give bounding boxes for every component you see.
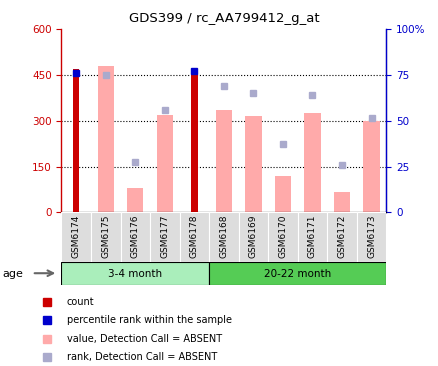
Bar (326, 212, 356, 262)
Bar (333, 193, 350, 212)
Bar (91, 212, 120, 262)
Bar (127, 188, 143, 212)
Text: GSM6171: GSM6171 (307, 215, 316, 258)
Text: count: count (67, 297, 94, 307)
Bar (208, 212, 238, 262)
Bar (304, 113, 320, 212)
Bar (208, 262, 385, 285)
Text: GSM6170: GSM6170 (278, 215, 287, 258)
Text: GSM6172: GSM6172 (337, 215, 346, 258)
Bar (274, 176, 290, 212)
Bar (179, 212, 208, 262)
Bar (215, 110, 232, 212)
Bar (245, 116, 261, 212)
Bar (156, 115, 173, 212)
Bar (297, 212, 326, 262)
Text: GSM6178: GSM6178 (189, 215, 198, 258)
Text: GSM6176: GSM6176 (131, 215, 139, 258)
Text: GSM6175: GSM6175 (101, 215, 110, 258)
Text: GSM6177: GSM6177 (160, 215, 169, 258)
Bar (97, 66, 113, 212)
Bar (238, 212, 268, 262)
Bar (356, 212, 385, 262)
Text: 3-4 month: 3-4 month (108, 269, 162, 279)
Text: GSM6169: GSM6169 (248, 215, 258, 258)
Text: 20-22 month: 20-22 month (264, 269, 331, 279)
Text: age: age (2, 269, 23, 279)
Bar (61, 262, 208, 285)
Text: GSM6174: GSM6174 (71, 215, 81, 258)
Title: GDS399 / rc_AA799412_g_at: GDS399 / rc_AA799412_g_at (128, 12, 318, 25)
Text: value, Detection Call = ABSENT: value, Detection Call = ABSENT (67, 333, 221, 344)
Bar (150, 212, 179, 262)
Bar (363, 121, 379, 212)
Text: rank, Detection Call = ABSENT: rank, Detection Call = ABSENT (67, 352, 216, 362)
Text: GSM6173: GSM6173 (366, 215, 375, 258)
Text: GSM6168: GSM6168 (219, 215, 228, 258)
Bar (268, 212, 297, 262)
Bar (73, 69, 79, 212)
Bar (120, 212, 150, 262)
Text: percentile rank within the sample: percentile rank within the sample (67, 315, 231, 325)
Bar (191, 69, 197, 212)
Bar (61, 212, 91, 262)
